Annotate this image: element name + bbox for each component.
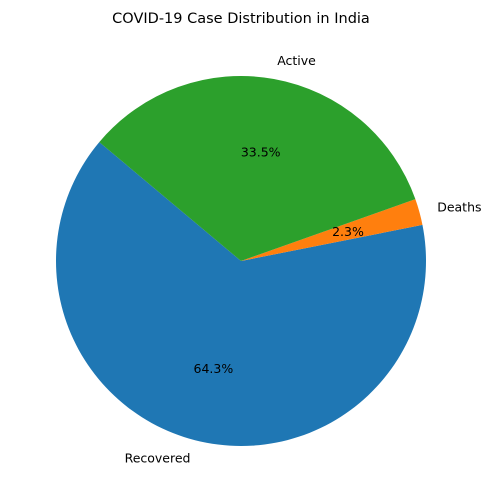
- pie-slice-active: [99, 75, 416, 261]
- chart-title: COVID-19 Case Distribution in India: [112, 11, 370, 27]
- pie-category-label-recovered: Recovered: [125, 451, 191, 466]
- pie-labels: 64.3% Recovered 2.3% Deaths 33.5% Active: [125, 53, 482, 465]
- pie-category-label-active: Active: [277, 53, 316, 68]
- pie-percent-label-deaths: 2.3%: [332, 224, 364, 239]
- pie-slice-recovered: [56, 142, 427, 446]
- pie-slices: [56, 75, 427, 446]
- pie-category-label-deaths: Deaths: [437, 200, 481, 215]
- pie-slice-deaths: [241, 199, 423, 261]
- pie-percent-label-recovered: 64.3%: [194, 361, 234, 376]
- pie-percent-label-active: 33.5%: [241, 144, 281, 159]
